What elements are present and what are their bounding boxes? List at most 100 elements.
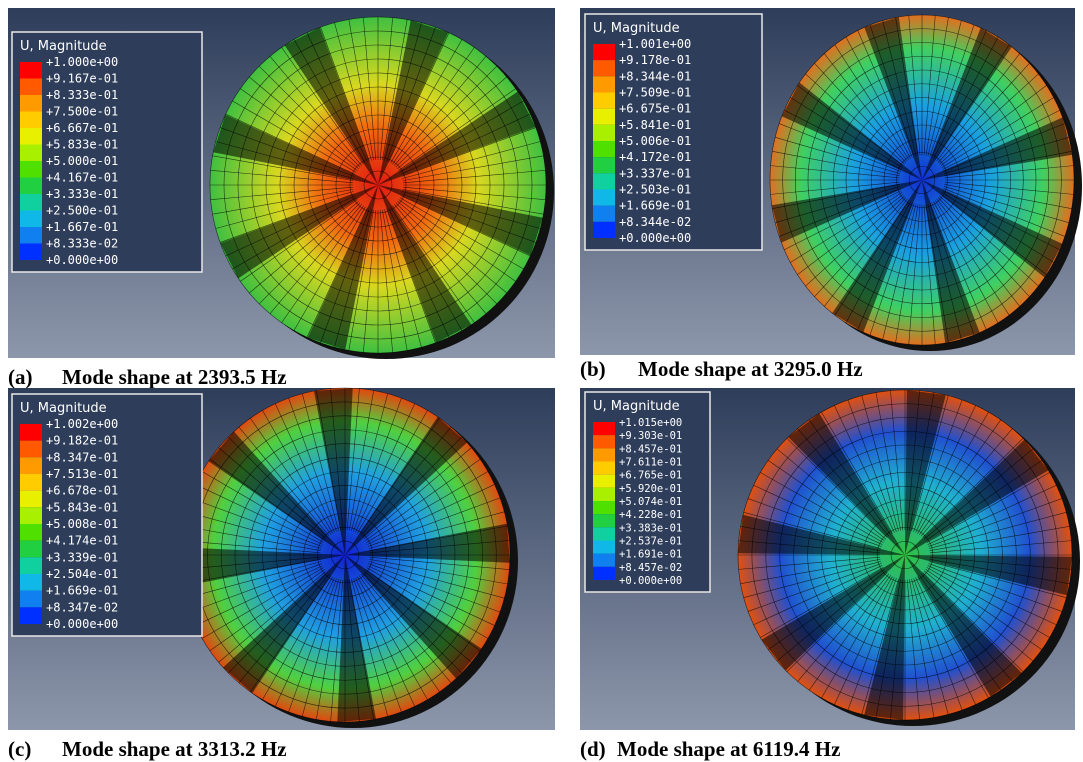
legend-value: +9.178e-01 (619, 53, 691, 67)
legend-value: +5.841e-01 (619, 118, 691, 132)
legend-value: +1.015e+00 (619, 417, 682, 429)
legend-color (593, 501, 615, 514)
legend-color (593, 475, 615, 488)
legend-color (593, 448, 615, 461)
figure: U, Magnitude+1.000e+00+9.167e-01+8.333e-… (0, 0, 1083, 762)
legend-value: +4.174e-01 (46, 534, 118, 548)
legend-value: +8.344e-02 (619, 215, 691, 229)
legend-value: +1.001e+00 (619, 37, 691, 51)
legend-color (593, 422, 615, 435)
legend-value: +5.006e-01 (619, 134, 691, 148)
legend-value: +8.333e-02 (46, 237, 118, 251)
legend-title: U, Magnitude (20, 39, 107, 54)
legend-color (593, 527, 615, 540)
legend-color (593, 541, 615, 554)
legend-title: U, Magnitude (593, 21, 680, 36)
page: U, Magnitude+1.000e+00+9.167e-01+8.333e-… (0, 0, 1083, 762)
caption-label: (c) (8, 737, 31, 761)
legend-value: +1.669e-01 (619, 199, 691, 213)
legend-color (593, 44, 615, 60)
legend-color (593, 141, 615, 157)
legend-color (20, 607, 42, 624)
caption-label: (d) (580, 737, 606, 761)
legend-value: +5.074e-01 (619, 496, 682, 508)
legend-value: +2.504e-01 (46, 567, 118, 581)
panel: U, Magnitude+1.000e+00 +9.167e-01 +8.333e-… (8, 8, 555, 389)
caption: Mode shape at 2393.5 Hz (62, 365, 287, 389)
legend-color (20, 128, 42, 145)
legend-color (20, 424, 42, 441)
legend-color (20, 574, 42, 591)
legend-value: +9.182e-01 (46, 434, 118, 448)
legend-value: +2.537e-01 (619, 536, 682, 548)
legend-color (20, 557, 42, 574)
legend-color (593, 206, 615, 222)
legend-title: U, Magnitude (593, 399, 680, 414)
legend-value: +7.509e-01 (619, 86, 691, 100)
legend-value: +9.167e-01 (46, 72, 118, 86)
legend-value: +9.303e-01 (619, 430, 682, 442)
legend-color (20, 227, 42, 244)
legend-value: +6.675e-01 (619, 102, 691, 116)
legend-color (593, 93, 615, 109)
caption: Mode shape at 3313.2 Hz (62, 737, 287, 761)
legend-value: +5.920e-01 (619, 483, 682, 495)
legend-value: +1.000e+00 (46, 55, 118, 69)
legend-color (20, 244, 42, 261)
legend-value: +5.833e-01 (46, 138, 118, 152)
legend-color (20, 491, 42, 508)
legend-value: +7.611e-01 (619, 457, 682, 469)
panel: U, Magnitude +1.015e+00+9.303e-01+8.457e-… (580, 388, 1080, 761)
legend-value: +4.167e-01 (46, 171, 118, 185)
legend-color (20, 178, 42, 195)
legend-color (20, 161, 42, 178)
legend-value: +8.347e-01 (46, 450, 118, 464)
legend-value: +8.344e-01 (619, 69, 691, 83)
legend-color (593, 125, 615, 141)
legend-value: +5.843e-01 (46, 500, 118, 514)
legend-color (593, 222, 615, 238)
legend-color (593, 567, 615, 580)
legend-value: +8.457e-01 (619, 443, 682, 455)
legend-value: +1.667e-01 (46, 220, 118, 234)
legend-color (20, 95, 42, 112)
legend-value: +4.172e-01 (619, 150, 691, 164)
legend-color (593, 514, 615, 527)
legend-color (20, 62, 42, 79)
legend-color (20, 112, 42, 129)
legend-color (20, 194, 42, 211)
legend-value: +0.000e+00 (619, 231, 691, 245)
legend-color (20, 591, 42, 608)
legend-value: +3.339e-01 (46, 550, 118, 564)
legend-value: +8.347e-02 (46, 600, 118, 614)
legend-color (20, 457, 42, 474)
legend-color (593, 76, 615, 92)
panel: U, Magnitude+1.002e+00+9.182e-01+8.347e-… (8, 388, 555, 761)
legend-value: +4.228e-01 (619, 509, 682, 521)
legend-color (593, 60, 615, 76)
legend-color (593, 109, 615, 125)
caption-label: (a) (8, 365, 33, 389)
legend-value: +1.002e+00 (46, 417, 118, 431)
legend-color (20, 507, 42, 524)
panel: U, Magnitude+1.001e+00 +9.178e-01 +8.344e-… (580, 8, 1082, 381)
legend-color (593, 488, 615, 501)
legend-value: +0.000e+00 (619, 575, 682, 587)
legend-value: +0.000e+00 (46, 253, 118, 267)
legend-value: +3.333e-01 (46, 187, 118, 201)
legend-color (593, 190, 615, 206)
caption: Mode shape at 3295.0 Hz (638, 357, 863, 381)
legend-value: +6.678e-01 (46, 484, 118, 498)
legend-value: +1.669e-01 (46, 584, 118, 598)
legend-color (20, 524, 42, 541)
legend-value: +1.691e-01 (619, 549, 682, 561)
legend-color (20, 211, 42, 228)
legend-value: +7.513e-01 (46, 467, 118, 481)
caption-label: (b) (580, 357, 606, 381)
caption: Mode shape at 6119.4 Hz (617, 737, 840, 761)
legend-value: +0.000e+00 (46, 617, 118, 631)
legend-value: +8.333e-01 (46, 88, 118, 102)
legend-color (20, 441, 42, 458)
legend-value: +3.337e-01 (619, 166, 691, 180)
legend-color (20, 541, 42, 558)
